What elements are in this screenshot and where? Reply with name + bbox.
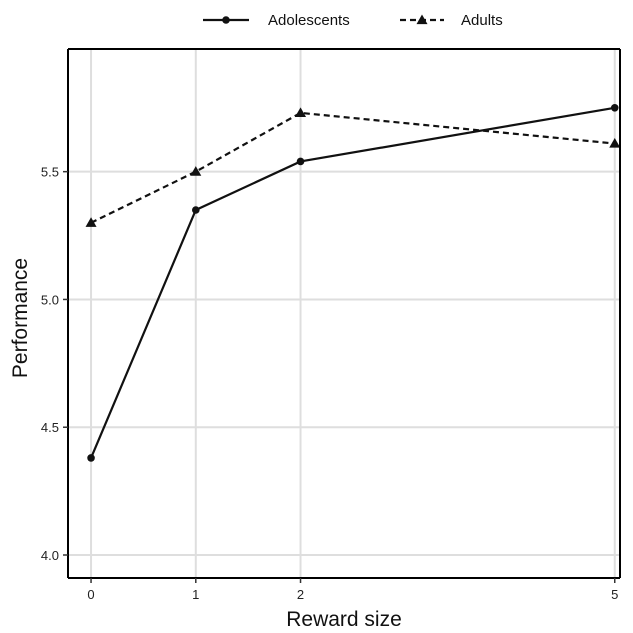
data-point-adolescents-0 — [87, 454, 95, 462]
y-tick-label-2: 5.0 — [41, 292, 59, 307]
series-line-adolescents — [90, 106, 615, 459]
data-point-adults-2 — [295, 107, 307, 118]
data-point-adolescents-1 — [191, 206, 200, 214]
legend-label-adolescents: Adolescents — [268, 12, 350, 29]
x-tick-label-2: 2 — [297, 587, 304, 602]
series-layer — [85, 103, 621, 462]
data-point-adults-0 — [85, 217, 97, 227]
legend-marker-adolescents — [222, 16, 230, 24]
x-tick-label-0: 0 — [87, 587, 94, 602]
data-point-adults-3 — [609, 138, 621, 148]
x-tick-label-3: 5 — [611, 587, 618, 602]
grid — [68, 49, 620, 578]
x-tick-label-1: 1 — [192, 587, 199, 602]
x-axis-title: Reward size — [286, 608, 402, 631]
legend-marker-adults — [416, 14, 428, 25]
y-axis-title: Performance — [9, 258, 32, 378]
data-point-adolescents-2 — [296, 157, 305, 166]
y-tick-label-3: 5.5 — [41, 165, 59, 180]
y-tick-label-0: 4.0 — [41, 548, 59, 563]
legend-label-adults: Adults — [461, 12, 503, 29]
y-tick-label-1: 4.5 — [41, 420, 59, 435]
series-line-adults — [90, 111, 615, 224]
data-point-adolescents-3 — [610, 103, 619, 112]
axes: 0 1 2 5 4.0 4.5 5.0 5.5 — [41, 48, 621, 602]
legend: Adolescents Adults — [203, 12, 503, 29]
data-point-adults-1 — [190, 166, 202, 176]
